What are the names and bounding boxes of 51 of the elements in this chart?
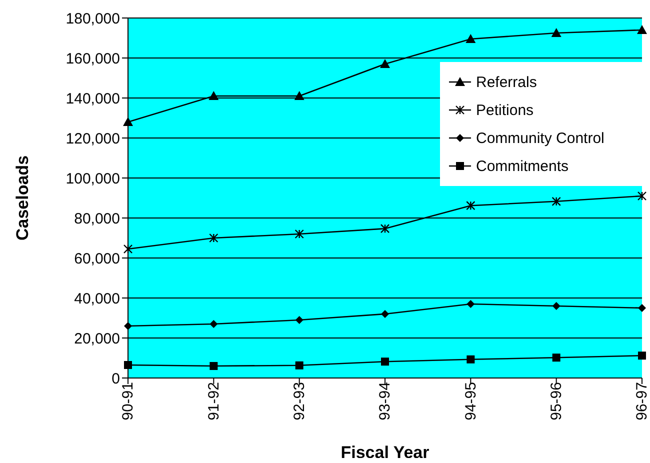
point (638, 352, 646, 360)
y-tick-label: 80,000 (74, 210, 120, 228)
legend-label: Commitments (476, 158, 569, 174)
y-tick-label: 160,000 (66, 50, 120, 68)
point (295, 361, 304, 370)
y-tick-label: 120,000 (66, 130, 120, 148)
point (552, 354, 560, 362)
point (123, 244, 133, 254)
point (381, 358, 389, 366)
x-tick-label: 94-95 (462, 382, 480, 420)
point (209, 233, 218, 243)
y-axis-title: Caseloads (13, 155, 32, 241)
point (208, 91, 219, 100)
point (638, 304, 646, 312)
point (552, 302, 560, 310)
x-tick-label: 95-96 (548, 382, 565, 420)
point (295, 316, 304, 324)
point (466, 34, 476, 43)
point (551, 28, 562, 37)
y-tick-label: 60,000 (74, 250, 120, 268)
point (552, 196, 561, 206)
point (210, 320, 218, 328)
point (381, 310, 389, 318)
point (294, 91, 304, 100)
x-tick-label: 90-91 (120, 382, 137, 420)
x-tick-label: 91-92 (205, 382, 222, 420)
point (123, 117, 133, 126)
point (380, 59, 390, 68)
legend-label: Community Control (476, 130, 604, 146)
x-tick-label: 93-94 (376, 382, 394, 420)
y-tick-label: 0 (112, 370, 120, 388)
x-tick-label: 92-93 (290, 382, 308, 420)
y-tick-label: 100,000 (66, 170, 120, 188)
point (466, 355, 475, 364)
point (124, 322, 132, 330)
point (466, 300, 475, 308)
point (466, 201, 476, 210)
point (380, 224, 390, 234)
point (637, 191, 647, 201)
point (210, 362, 218, 370)
x-axis-title: Fiscal Year (340, 443, 430, 462)
point (637, 25, 647, 34)
y-tick-label: 180,000 (66, 10, 120, 28)
y-tick-label: 20,000 (74, 330, 120, 348)
legend-label: Petitions (476, 102, 534, 118)
point (294, 229, 304, 239)
x-tick-label: 96-97 (634, 382, 650, 420)
legend-label: Referrals (476, 74, 537, 90)
y-tick-label: 40,000 (74, 290, 120, 308)
point (124, 361, 132, 369)
y-tick-label: 140,000 (66, 90, 120, 108)
